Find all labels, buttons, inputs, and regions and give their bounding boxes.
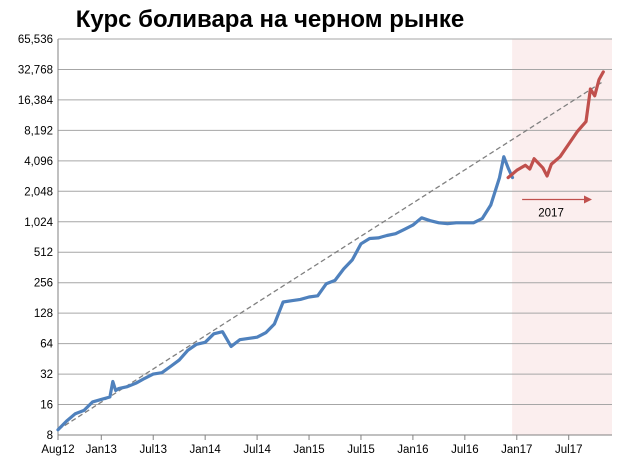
series-line-1 (56, 155, 515, 432)
x-tick-labels: Aug12 Jan13 Jul13 Jan14 Jul14 Jan15 Jul15 Jan16… (41, 435, 582, 456)
y-tick-label: 8 (47, 430, 53, 442)
series-group (56, 70, 605, 432)
trend-line (57, 80, 604, 431)
x-tick-label: Jan16 (397, 444, 428, 456)
x-tick-label: Jan17 (501, 444, 532, 456)
y-tick-label: 128 (34, 308, 53, 320)
annotation: 2017 (522, 195, 592, 219)
annotation-label: 2017 (538, 207, 564, 219)
y-tick-label: 2,048 (24, 186, 53, 198)
chart-title: Курс боливара на черном рынке (75, 6, 465, 33)
y-tick-label: 256 (34, 278, 53, 290)
x-tick-label: Jan13 (86, 444, 117, 456)
y-tick-label: 64 (40, 339, 53, 351)
x-tick-label: Jul14 (243, 444, 271, 456)
y-tick-label: 512 (34, 247, 53, 259)
y-tick-label: 32,768 (18, 64, 53, 76)
x-tick-label: Jan15 (293, 444, 324, 456)
highlight-region (512, 39, 612, 435)
y-tick-label: 8,192 (24, 125, 53, 137)
y-tick-label: 1,024 (24, 217, 53, 229)
x-tick-label: Aug12 (41, 444, 74, 456)
x-tick-label: Jan14 (189, 444, 221, 456)
x-tick-label: Jul16 (451, 444, 479, 456)
x-tick-label: Jul15 (347, 444, 375, 456)
y-tick-label: 4,096 (24, 156, 53, 168)
y-tick-label: 65,536 (18, 34, 53, 46)
y-tick-labels: 8 16 32 64 128 256 512 1,024 2,048 4,096 8,192 16,3… (18, 34, 54, 442)
y-tick-label: 32 (40, 369, 53, 381)
x-tick-label: Jul13 (139, 444, 167, 456)
y-tick-label: 16,384 (18, 95, 54, 107)
series-line-2 (506, 70, 605, 180)
y-tick-label: 16 (40, 400, 53, 412)
x-tick-label: Jul17 (555, 444, 583, 456)
annotation-arrow-head (584, 195, 592, 204)
